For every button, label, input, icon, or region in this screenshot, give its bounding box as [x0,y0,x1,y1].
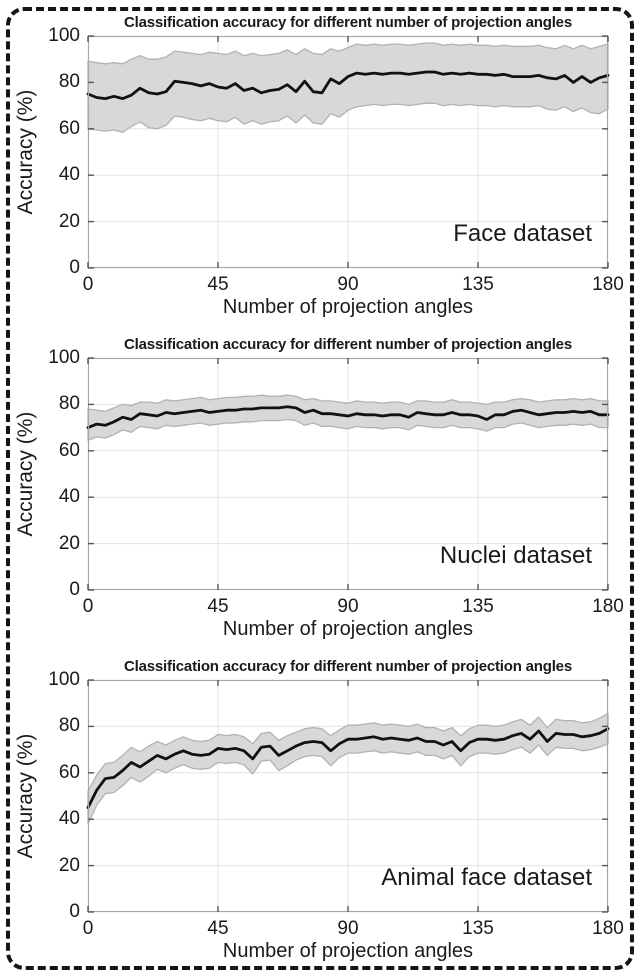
y-tick-label: 40 [58,164,80,186]
chart-face-dataset: Classification accuracy for different nu… [0,14,640,336]
x-tick-label: 90 [337,918,359,939]
x-axis-label: Number of projection angles [222,940,474,962]
x-tick-label: 135 [462,596,494,617]
x-axis-label: Number of projection angles [222,296,474,318]
y-tick-label: 80 [58,715,80,737]
chart-title: Classification accuracy for different nu… [124,658,572,675]
y-tick-label: 100 [48,669,80,690]
y-tick-label: 40 [58,808,80,830]
y-tick-label: 60 [58,117,80,139]
x-tick-label: 0 [82,918,94,939]
dataset-annotation: Animal face dataset [381,864,592,891]
y-tick-label: 0 [69,257,80,278]
chart-title: Classification accuracy for different nu… [124,14,572,31]
chart-animal-face-dataset: Classification accuracy for different nu… [0,658,640,977]
x-tick-label: 90 [337,596,359,617]
y-tick-label: 20 [58,532,80,554]
y-tick-label: 60 [58,439,80,461]
y-tick-label: 0 [69,901,80,922]
x-tick-label: 180 [592,918,624,939]
x-tick-label: 135 [462,274,494,295]
y-tick-label: 80 [58,71,80,93]
dataset-annotation: Nuclei dataset [439,542,592,569]
y-tick-label: 80 [58,393,80,415]
chart-nuclei-dataset: Classification accuracy for different nu… [0,336,640,658]
y-tick-label: 20 [58,854,80,876]
y-tick-label: 40 [58,486,80,508]
x-tick-label: 135 [462,918,494,939]
x-tick-label: 180 [592,596,624,617]
y-tick-label: 100 [48,25,80,46]
x-tick-label: 45 [207,918,229,939]
plot-area [86,679,610,913]
y-tick-label: 100 [48,347,80,368]
y-tick-label: 60 [58,761,80,783]
x-axis-label: Number of projection angles [222,618,474,640]
chart-title: Classification accuracy for different nu… [124,336,572,353]
x-tick-label: 90 [337,274,359,295]
x-tick-label: 45 [207,274,229,295]
plot-area [86,35,610,269]
x-tick-label: 45 [207,596,229,617]
plot-area [86,357,610,591]
y-tick-label: 20 [58,210,80,232]
x-tick-label: 180 [592,274,624,295]
dataset-annotation: Face dataset [453,220,592,247]
y-tick-label: 0 [69,579,80,600]
x-tick-label: 0 [82,596,94,617]
x-tick-label: 0 [82,274,94,295]
